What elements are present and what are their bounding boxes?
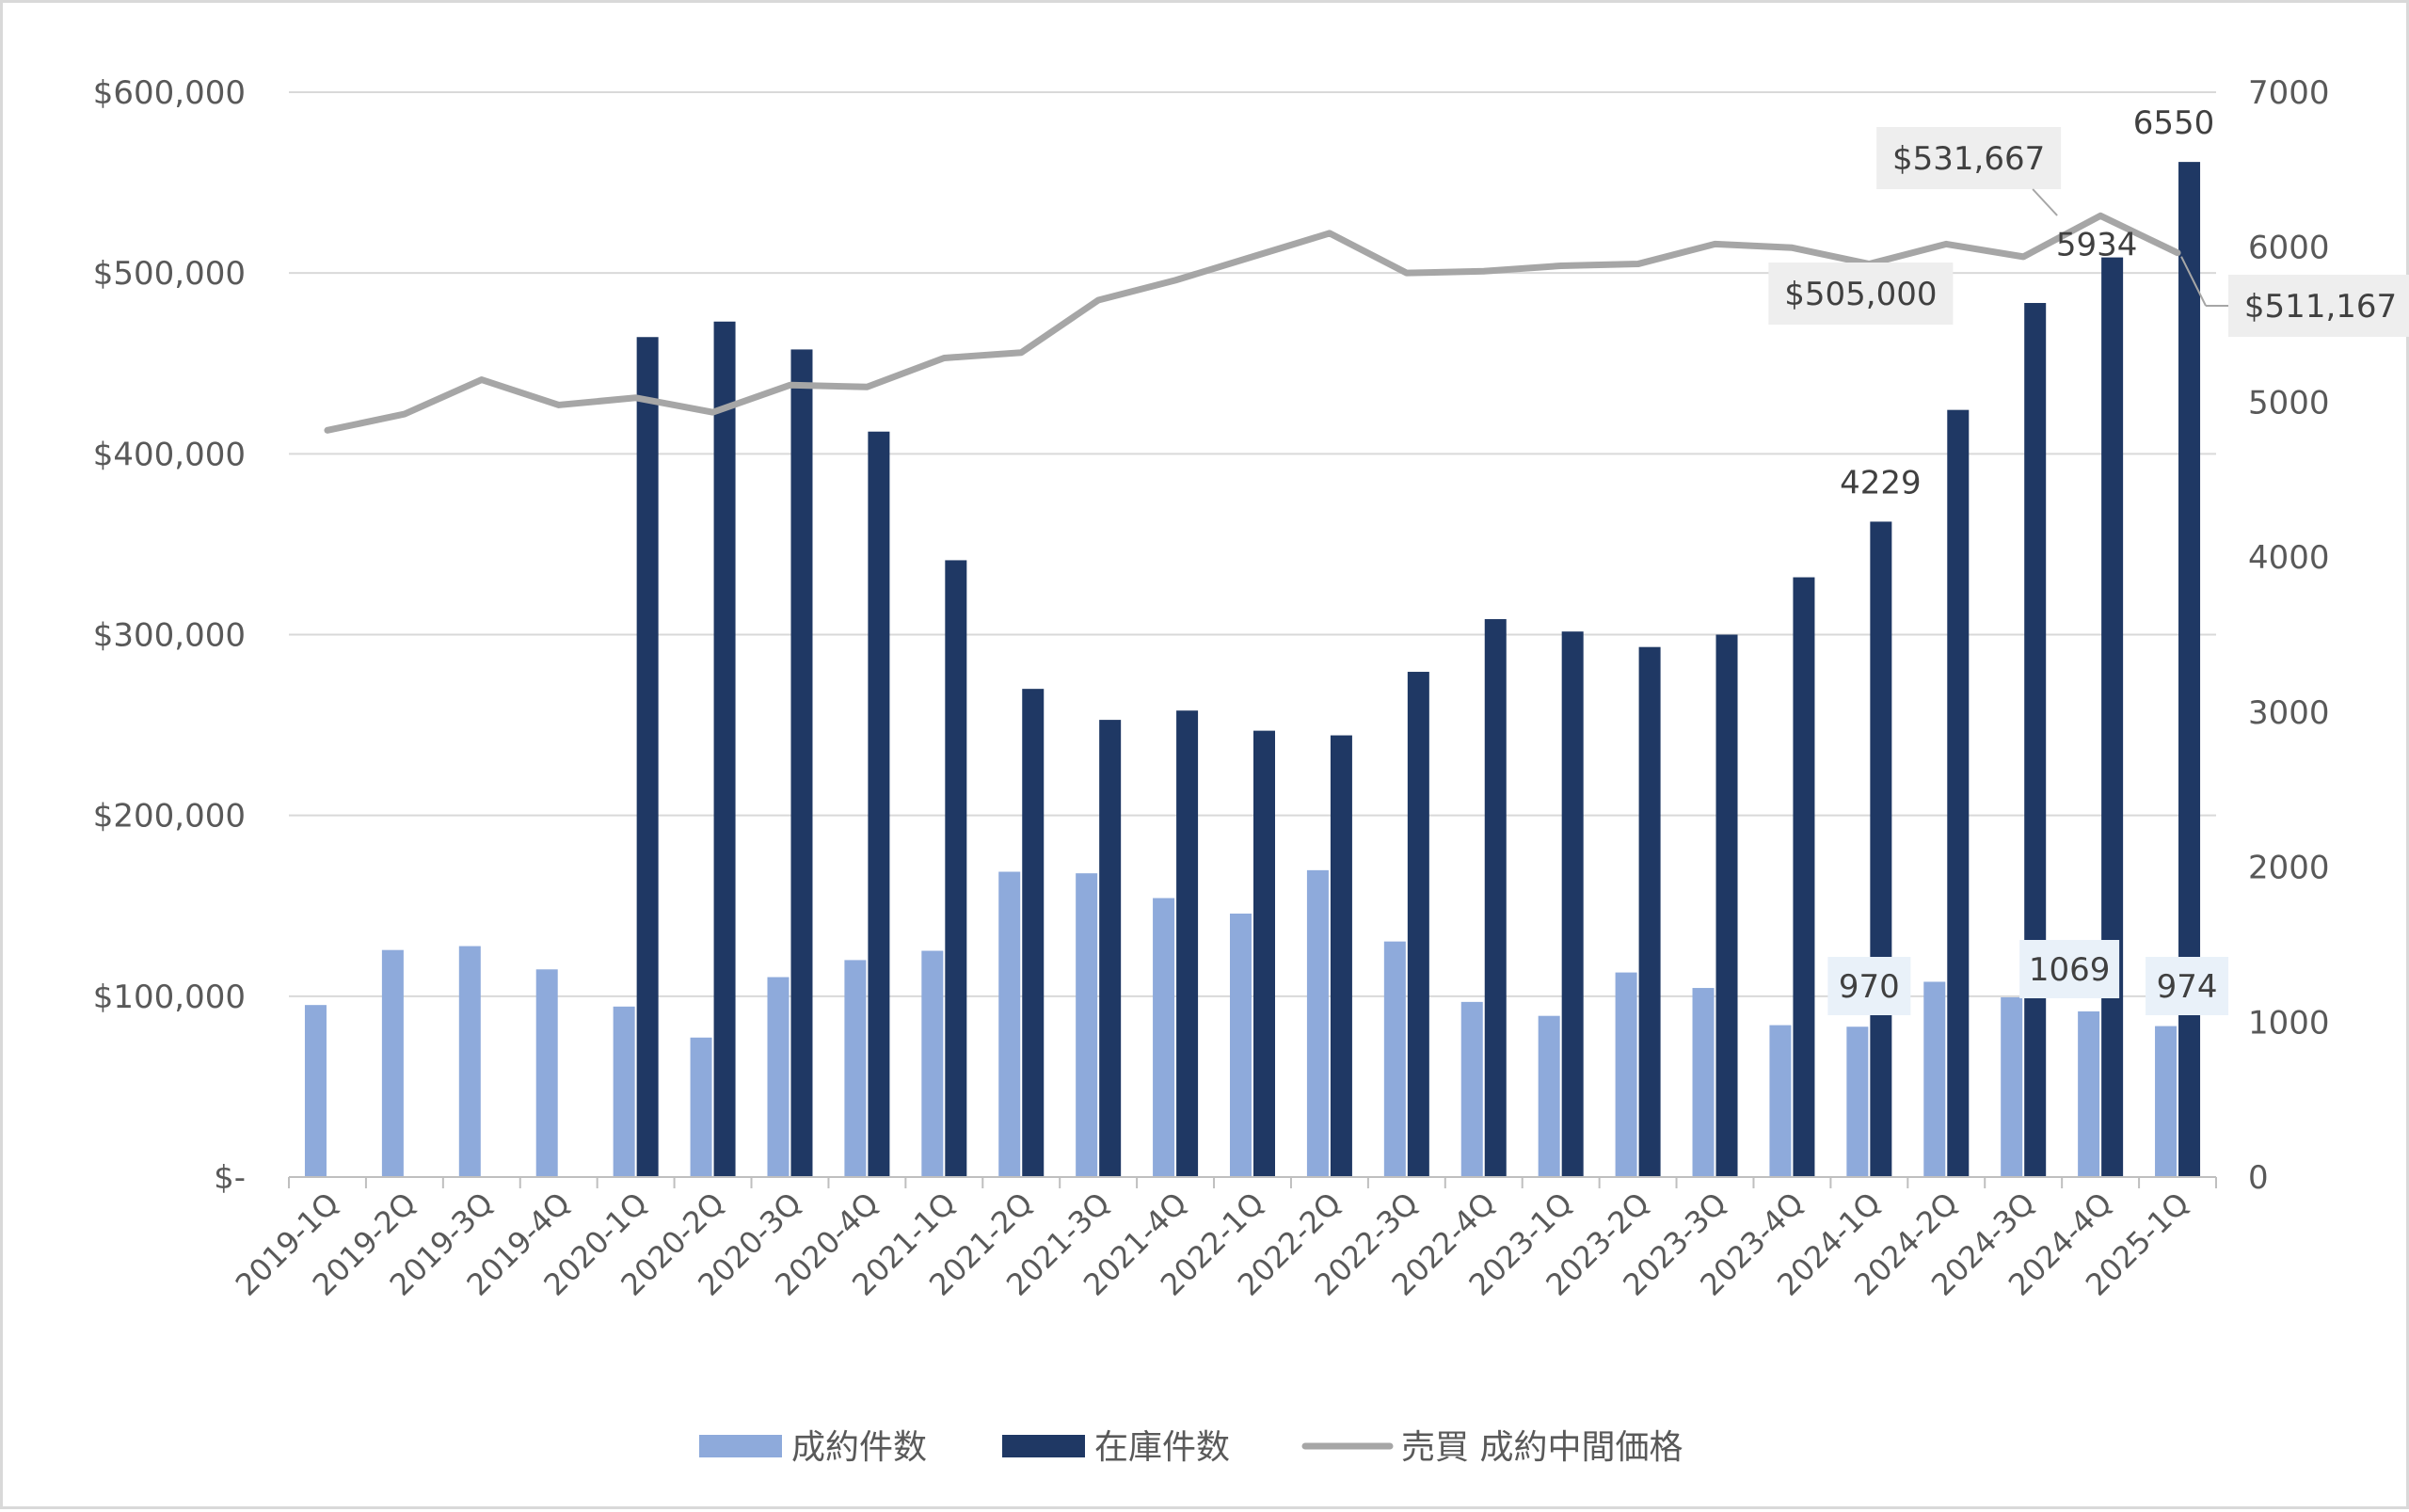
bar-inventory-count <box>790 349 813 1177</box>
legend-swatch-sold <box>699 1435 782 1457</box>
bar-sold-count <box>381 949 404 1177</box>
y-left-tick-label: $600,000 <box>93 74 246 112</box>
bar-inventory-count <box>1638 646 1661 1177</box>
bar-inventory-count <box>1793 577 1815 1177</box>
chart-canvas: $- $100,000 $200,000 $300,000 $400,000 $500,0… <box>93 74 2409 1467</box>
data-label-inventory: 6550 <box>2133 104 2215 142</box>
bar-inventory-count <box>945 560 967 1177</box>
y-right-tick-label: 5000 <box>2248 384 2330 422</box>
y-left-tick-label: $500,000 <box>93 255 246 293</box>
leader-line <box>2032 188 2058 216</box>
legend-label-price: 売買 成約中間価格 <box>1401 1428 1683 1467</box>
bar-sold-count <box>1846 1027 1869 1177</box>
bar-sold-count <box>1615 972 1637 1177</box>
data-label-sold: 1069 <box>2029 951 2111 989</box>
data-label-price-bg <box>1768 263 1954 325</box>
bar-inventory-count <box>1484 619 1507 1177</box>
y-right-tick-label: 0 <box>2248 1159 2269 1197</box>
y-left-tick-label: $200,000 <box>93 798 246 836</box>
bar-inventory-count <box>1947 409 1970 1177</box>
bar-sold-count <box>458 946 481 1177</box>
bar-sold-count <box>2001 996 2023 1177</box>
bar-inventory-count <box>636 337 659 1178</box>
data-label-price: $531,667 <box>1892 140 2045 178</box>
bar-inventory-count <box>1407 672 1429 1177</box>
y-right-tick-label: 6000 <box>2248 230 2330 267</box>
gridlines <box>289 91 2216 997</box>
legend: 成約件数 在庫件数 売買 成約中間価格 <box>699 1428 1683 1467</box>
bar-sold-count <box>2155 1026 2178 1177</box>
bar-sold-count <box>1538 1015 1560 1177</box>
bar-inventory-count <box>868 431 890 1178</box>
bar-sold-count <box>1769 1025 1792 1177</box>
y-left-tick-label: $400,000 <box>93 436 246 473</box>
bar-sold-count <box>690 1037 712 1177</box>
data-label-price-bg <box>2228 275 2409 337</box>
data-label-price: $511,167 <box>2244 288 2397 326</box>
y-right-tick-label: 2000 <box>2248 850 2330 887</box>
data-label-price-bg <box>1876 127 2062 189</box>
bar-inventory-count <box>2101 257 2124 1177</box>
bar-sold-count <box>1306 869 1329 1177</box>
bar-sold-count <box>613 1006 635 1177</box>
leader-line <box>2180 256 2207 307</box>
data-label-inventory: 5934 <box>2056 227 2138 264</box>
y-left-tick-label: $- <box>214 1159 246 1197</box>
bar-inventory-count <box>2024 303 2047 1177</box>
y-right-tick-label: 7000 <box>2248 74 2330 112</box>
bar-sold-count <box>767 977 790 1177</box>
bar-inventory-count <box>1022 689 1045 1177</box>
data-label-sold: 970 <box>1839 968 1900 1006</box>
bar-inventory-count <box>1715 634 1738 1177</box>
bar-sold-count <box>535 969 558 1177</box>
bar-sold-count <box>1923 981 1946 1177</box>
bar-inventory-count <box>713 321 736 1178</box>
data-label-sold-bg <box>2019 940 2120 998</box>
data-labels: 4229 5934 6550 970 1069 974 $505,000 $531,667 $5… <box>1768 104 2409 1015</box>
bar-inventory-count <box>1561 631 1584 1177</box>
y-right-tick-label: 1000 <box>2248 1004 2330 1042</box>
data-label-price: $505,000 <box>1784 276 1937 313</box>
bar-inventory-count <box>1870 521 1892 1177</box>
bar-inventory-count <box>1176 710 1199 1177</box>
y-right-tick-label: 3000 <box>2248 694 2330 732</box>
data-label-inventory: 4229 <box>1840 464 1922 501</box>
bar-sold-count <box>1153 898 1175 1177</box>
axes: $- $100,000 $200,000 $300,000 $400,000 $500,0… <box>93 74 2330 1303</box>
legend-label-sold: 成約件数 <box>791 1428 927 1467</box>
data-label-sold-bg <box>2146 957 2229 1015</box>
data-label-sold: 974 <box>2157 968 2218 1006</box>
y-left-tick-label: $100,000 <box>93 979 246 1016</box>
data-label-sold-bg <box>1827 957 1911 1015</box>
bars <box>304 162 2201 1178</box>
bar-sold-count <box>2078 1011 2100 1177</box>
bar-inventory-count <box>2178 162 2201 1177</box>
bar-inventory-count <box>1099 720 1122 1177</box>
bar-sold-count <box>998 871 1021 1177</box>
bar-sold-count <box>1230 913 1252 1177</box>
bar-sold-count <box>1383 941 1406 1177</box>
legend-label-inventory: 在庫件数 <box>1094 1428 1230 1467</box>
y-right-tick-label: 4000 <box>2248 539 2330 577</box>
bar-sold-count <box>1460 1001 1483 1177</box>
bar-sold-count <box>304 1005 327 1177</box>
legend-swatch-inventory <box>1002 1435 1085 1457</box>
y-left-tick-label: $300,000 <box>93 617 246 655</box>
bar-sold-count <box>1692 988 1715 1177</box>
bar-inventory-count <box>1330 735 1352 1177</box>
bar-sold-count <box>844 960 867 1177</box>
bar-sold-count <box>921 950 944 1177</box>
bar-sold-count <box>1076 873 1098 1177</box>
bar-inventory-count <box>1253 730 1275 1177</box>
